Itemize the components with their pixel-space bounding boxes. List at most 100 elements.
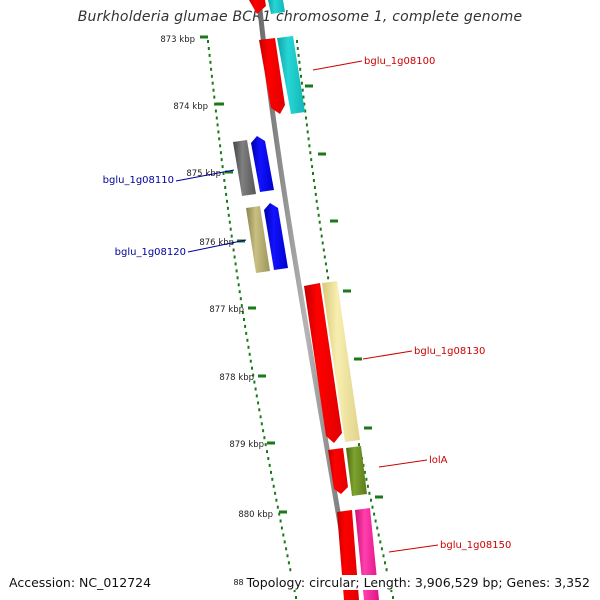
ruler-dot [248, 352, 251, 356]
ruler-dot [241, 311, 244, 315]
ruler-dot [283, 540, 286, 544]
ruler-dot [373, 512, 376, 516]
ruler-dot [363, 470, 366, 474]
ruler-dot [300, 81, 303, 85]
ruler-tick-label-partial: 88 [233, 578, 244, 587]
ruler-dot [368, 491, 371, 495]
ruler-dot [235, 269, 238, 273]
gene-bglu_1g08130-paleyellow[interactable] [322, 281, 360, 442]
ruler-dot [249, 359, 252, 363]
ruler-dot [253, 380, 256, 384]
gene-label-lolA[interactable]: lolA [429, 455, 448, 466]
ruler-dot [390, 589, 393, 593]
ruler-tick-label: 878 kbp [219, 373, 254, 383]
ruler-dot [376, 526, 379, 530]
ruler-dot [310, 158, 313, 162]
ruler-dot [243, 318, 245, 321]
ruler-dot [297, 53, 300, 57]
ruler-dot [225, 192, 228, 196]
gene-label-bglu_1g08110[interactable]: bglu_1g08110 [103, 175, 174, 186]
ruler-dot [279, 519, 282, 523]
ruler-dot [312, 172, 314, 175]
ruler-dot [210, 67, 213, 71]
ruler-dot [245, 331, 248, 335]
ruler-dot [286, 554, 289, 558]
gene-bglu_1g08120-blue[interactable] [264, 203, 288, 270]
gene-lolA-red[interactable] [328, 448, 348, 494]
ruler-dot [236, 276, 239, 280]
gene-bglu_1g08120-khaki[interactable] [246, 206, 270, 273]
gene-bglu_1g08110-blue[interactable] [251, 136, 274, 192]
ruler-dot [262, 429, 265, 433]
ruler-dot [313, 186, 316, 189]
ruler-dot [230, 234, 233, 238]
gene-leader-line [187, 239, 247, 253]
ruler-dot [322, 248, 325, 252]
ruler-dot [218, 137, 221, 141]
gene-label-bglu_1g08130[interactable]: bglu_1g08130 [414, 346, 485, 357]
ruler-dot [268, 463, 271, 467]
ruler-dot [239, 297, 242, 301]
ruler-dot [254, 387, 257, 391]
gene-lolA-olive[interactable] [346, 446, 367, 496]
ruler-tick-label: 873 kbp [160, 35, 195, 45]
gene-bglu_1g08100-red[interactable] [259, 38, 285, 114]
gene-bglu_1g08130-red[interactable] [304, 283, 342, 443]
ruler-dot [274, 491, 277, 495]
gene-bglu_1g08100-cyan[interactable] [277, 36, 305, 114]
ruler-dot [214, 102, 217, 106]
ruler-dot [321, 241, 324, 245]
ruler-dot [210, 74, 213, 78]
gene-label-bglu_1g08100[interactable]: bglu_1g08100 [364, 56, 435, 67]
ruler-dot [285, 547, 288, 551]
ruler-dot [271, 477, 274, 481]
ruler-dot [384, 561, 386, 565]
accession-text: Accession: NC_012724 [9, 575, 152, 590]
ruler-dot [263, 436, 266, 440]
gene-leader-line [312, 60, 363, 71]
ruler-dot [278, 512, 281, 516]
ruler-dot [299, 67, 302, 71]
ruler-dot [320, 234, 323, 238]
ruler-dot [233, 255, 236, 259]
ruler-tick-label: 877 kbp [209, 305, 244, 315]
gene-label-bglu_1g08120[interactable]: bglu_1g08120 [115, 247, 186, 258]
ruler-dot [307, 137, 310, 141]
ruler-dot [308, 144, 311, 148]
ruler-dot [240, 304, 243, 308]
ruler-dot [224, 186, 227, 189]
gene-leader-line [388, 544, 439, 553]
ruler-dot [311, 165, 314, 169]
ruler-tick-label: 875 kbp [186, 169, 221, 179]
ruler-dot [293, 589, 296, 593]
ruler-dot [208, 53, 211, 57]
ruler-dot [323, 255, 326, 259]
ruler-dot [226, 199, 228, 203]
ruler-dot [219, 144, 222, 148]
ruler-tick-label: 876 kbp [199, 238, 234, 248]
ruler-dot [302, 95, 305, 99]
ruler-dot [371, 505, 374, 509]
ruler-dot [223, 179, 226, 182]
ruler-dot [255, 394, 258, 398]
ruler-dot [301, 88, 304, 92]
ruler-dot [259, 415, 262, 419]
ruler-dot [247, 345, 250, 349]
gene-bglu_1g08110-gray[interactable] [233, 140, 256, 196]
ruler-dot [215, 116, 218, 120]
gene-label-bglu_1g08150[interactable]: bglu_1g08150 [440, 540, 511, 551]
ruler-dot [217, 130, 220, 134]
ruler-dot [207, 40, 209, 43]
ruler-dot [229, 227, 232, 231]
gene-bglu_1g08090-red[interactable] [249, 0, 266, 14]
ruler-dot [300, 74, 302, 78]
ruler-dot [317, 213, 320, 217]
gene-bglu_1g08090-cyan[interactable] [268, 0, 285, 14]
ruler-dot [304, 109, 307, 113]
ruler-dot [219, 151, 222, 155]
ruler-dot [370, 498, 372, 502]
ruler-dot [380, 547, 383, 551]
ruler-dot [305, 116, 307, 120]
